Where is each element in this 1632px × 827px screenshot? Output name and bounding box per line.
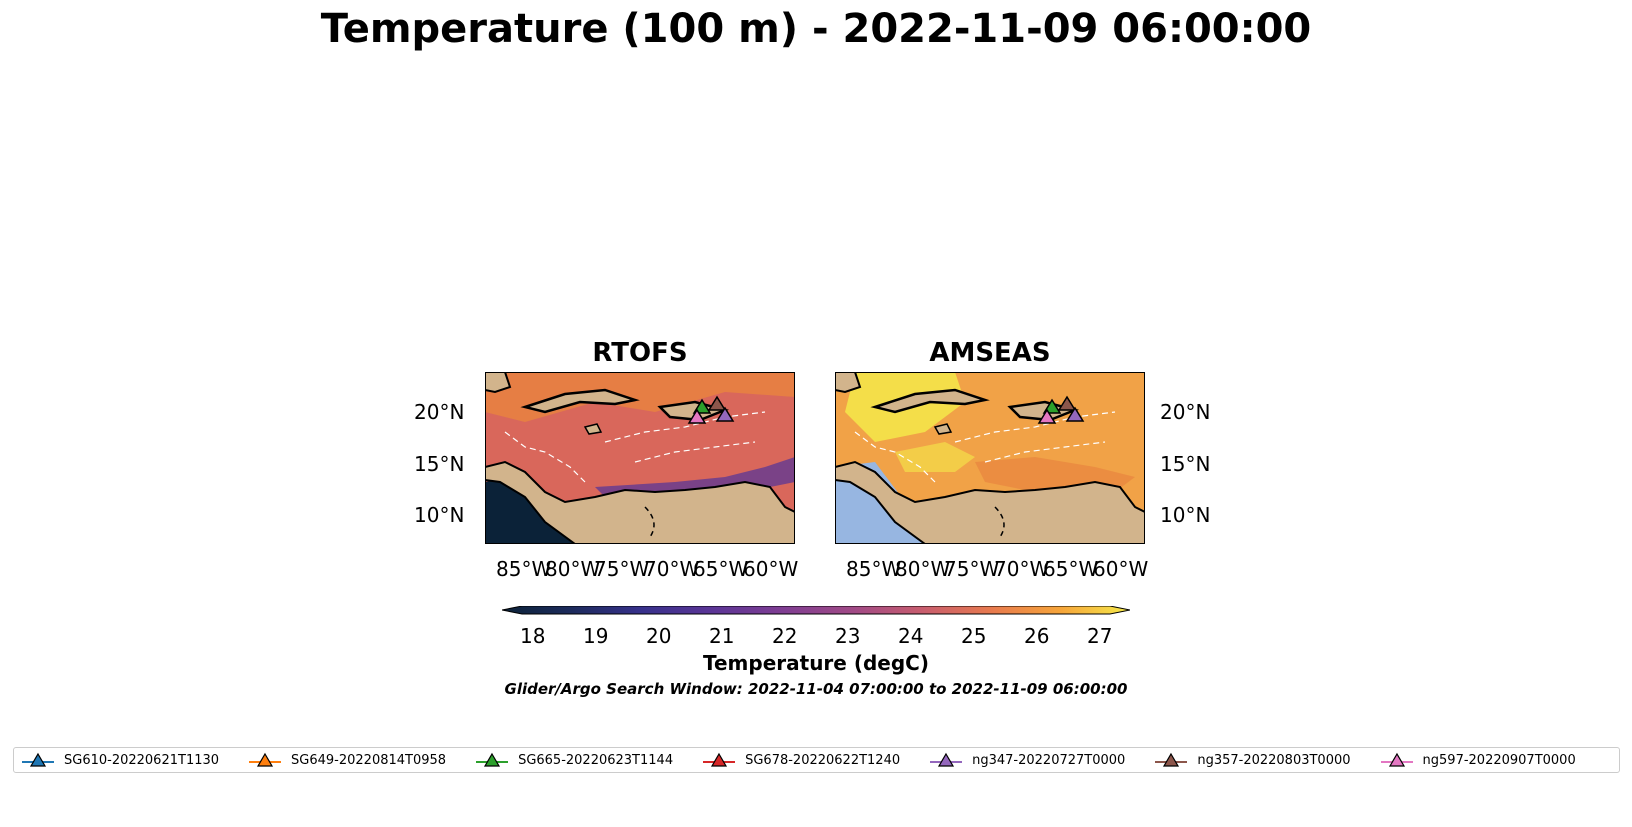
colorbar [501, 605, 1131, 626]
lon-tick-70w-amseas: 70°W [994, 557, 1050, 581]
legend-item: SG665-20220623T1144 [476, 752, 673, 768]
legend-item: ng357-20220803T0000 [1155, 752, 1351, 768]
legend-label: SG649-20220814T0958 [291, 752, 447, 768]
marker-triangle-icon [930, 752, 963, 767]
marker-triangle-icon [249, 752, 282, 767]
lat-tick-20n-rtofs: 20°N [414, 400, 465, 424]
lon-tick-75w-amseas: 75°W [944, 557, 1000, 581]
colorbar-tick-26: 26 [1024, 624, 1050, 648]
lat-tick-15n-amseas: 15°N [1160, 452, 1211, 476]
lat-tick-10n-amseas: 10°N [1160, 503, 1211, 527]
marker-triangle-icon [1380, 752, 1413, 767]
lon-tick-65w-rtofs: 65°W [693, 557, 749, 581]
marker-triangle-icon [22, 752, 54, 767]
legend-label: SG678-20220622T1240 [745, 752, 901, 768]
colorbar-tick-20: 20 [646, 624, 672, 648]
marker-triangle-icon [476, 752, 509, 767]
lon-tick-70w-rtofs: 70°W [644, 557, 700, 581]
map-amseas [835, 372, 1145, 544]
lon-tick-65w-amseas: 65°W [1043, 557, 1099, 581]
colorbar-tick-18: 18 [520, 624, 546, 648]
panel-title-rtofs: RTOFS [592, 338, 688, 368]
legend-label: ng347-20220727T0000 [972, 752, 1126, 768]
colorbar-tick-22: 22 [772, 624, 798, 648]
legend-item: ng347-20220727T0000 [930, 752, 1125, 768]
colorbar-tick-19: 19 [583, 624, 609, 648]
figure-title: Temperature (100 m) - 2022-11-09 06:00:0… [320, 6, 1312, 52]
marker-triangle-icon [703, 752, 736, 767]
lon-tick-75w-rtofs: 75°W [594, 557, 650, 581]
marker-triangle-icon [1155, 752, 1188, 767]
lat-tick-20n-amseas: 20°N [1160, 400, 1211, 424]
lat-tick-15n-rtofs: 15°N [414, 452, 465, 476]
legend: SG610-20220621T1130 SG649-20220814T0958 … [13, 747, 1620, 773]
legend-item: SG649-20220814T0958 [249, 752, 446, 768]
legend-label: SG610-20220621T1130 [64, 752, 220, 768]
legend-label: ng357-20220803T0000 [1197, 752, 1351, 768]
legend-item: SG610-20220621T1130 [22, 752, 219, 768]
lon-tick-60w-rtofs: 60°W [743, 557, 799, 581]
colorbar-title: Temperature (degC) [703, 651, 929, 675]
legend-label: SG665-20220623T1144 [518, 752, 674, 768]
lon-tick-85w-amseas: 85°W [846, 557, 902, 581]
panel-title-amseas: AMSEAS [929, 338, 1051, 368]
lon-tick-60w-amseas: 60°W [1093, 557, 1149, 581]
lon-tick-85w-rtofs: 85°W [496, 557, 552, 581]
lon-tick-80w-rtofs: 80°W [545, 557, 601, 581]
legend-item: ng597-20220907T0000 [1380, 752, 1576, 768]
map-rtofs [485, 372, 795, 544]
legend-item: SG678-20220622T1240 [703, 752, 900, 768]
lon-tick-80w-amseas: 80°W [895, 557, 951, 581]
colorbar-tick-21: 21 [709, 624, 735, 648]
colorbar-tick-23: 23 [835, 624, 861, 648]
legend-label: ng597-20220907T0000 [1422, 752, 1576, 768]
colorbar-tick-24: 24 [898, 624, 924, 648]
colorbar-tick-27: 27 [1087, 624, 1113, 648]
search-window-note: Glider/Argo Search Window: 2022-11-04 07… [504, 680, 1128, 698]
colorbar-tick-25: 25 [961, 624, 987, 648]
lat-tick-10n-rtofs: 10°N [414, 503, 465, 527]
